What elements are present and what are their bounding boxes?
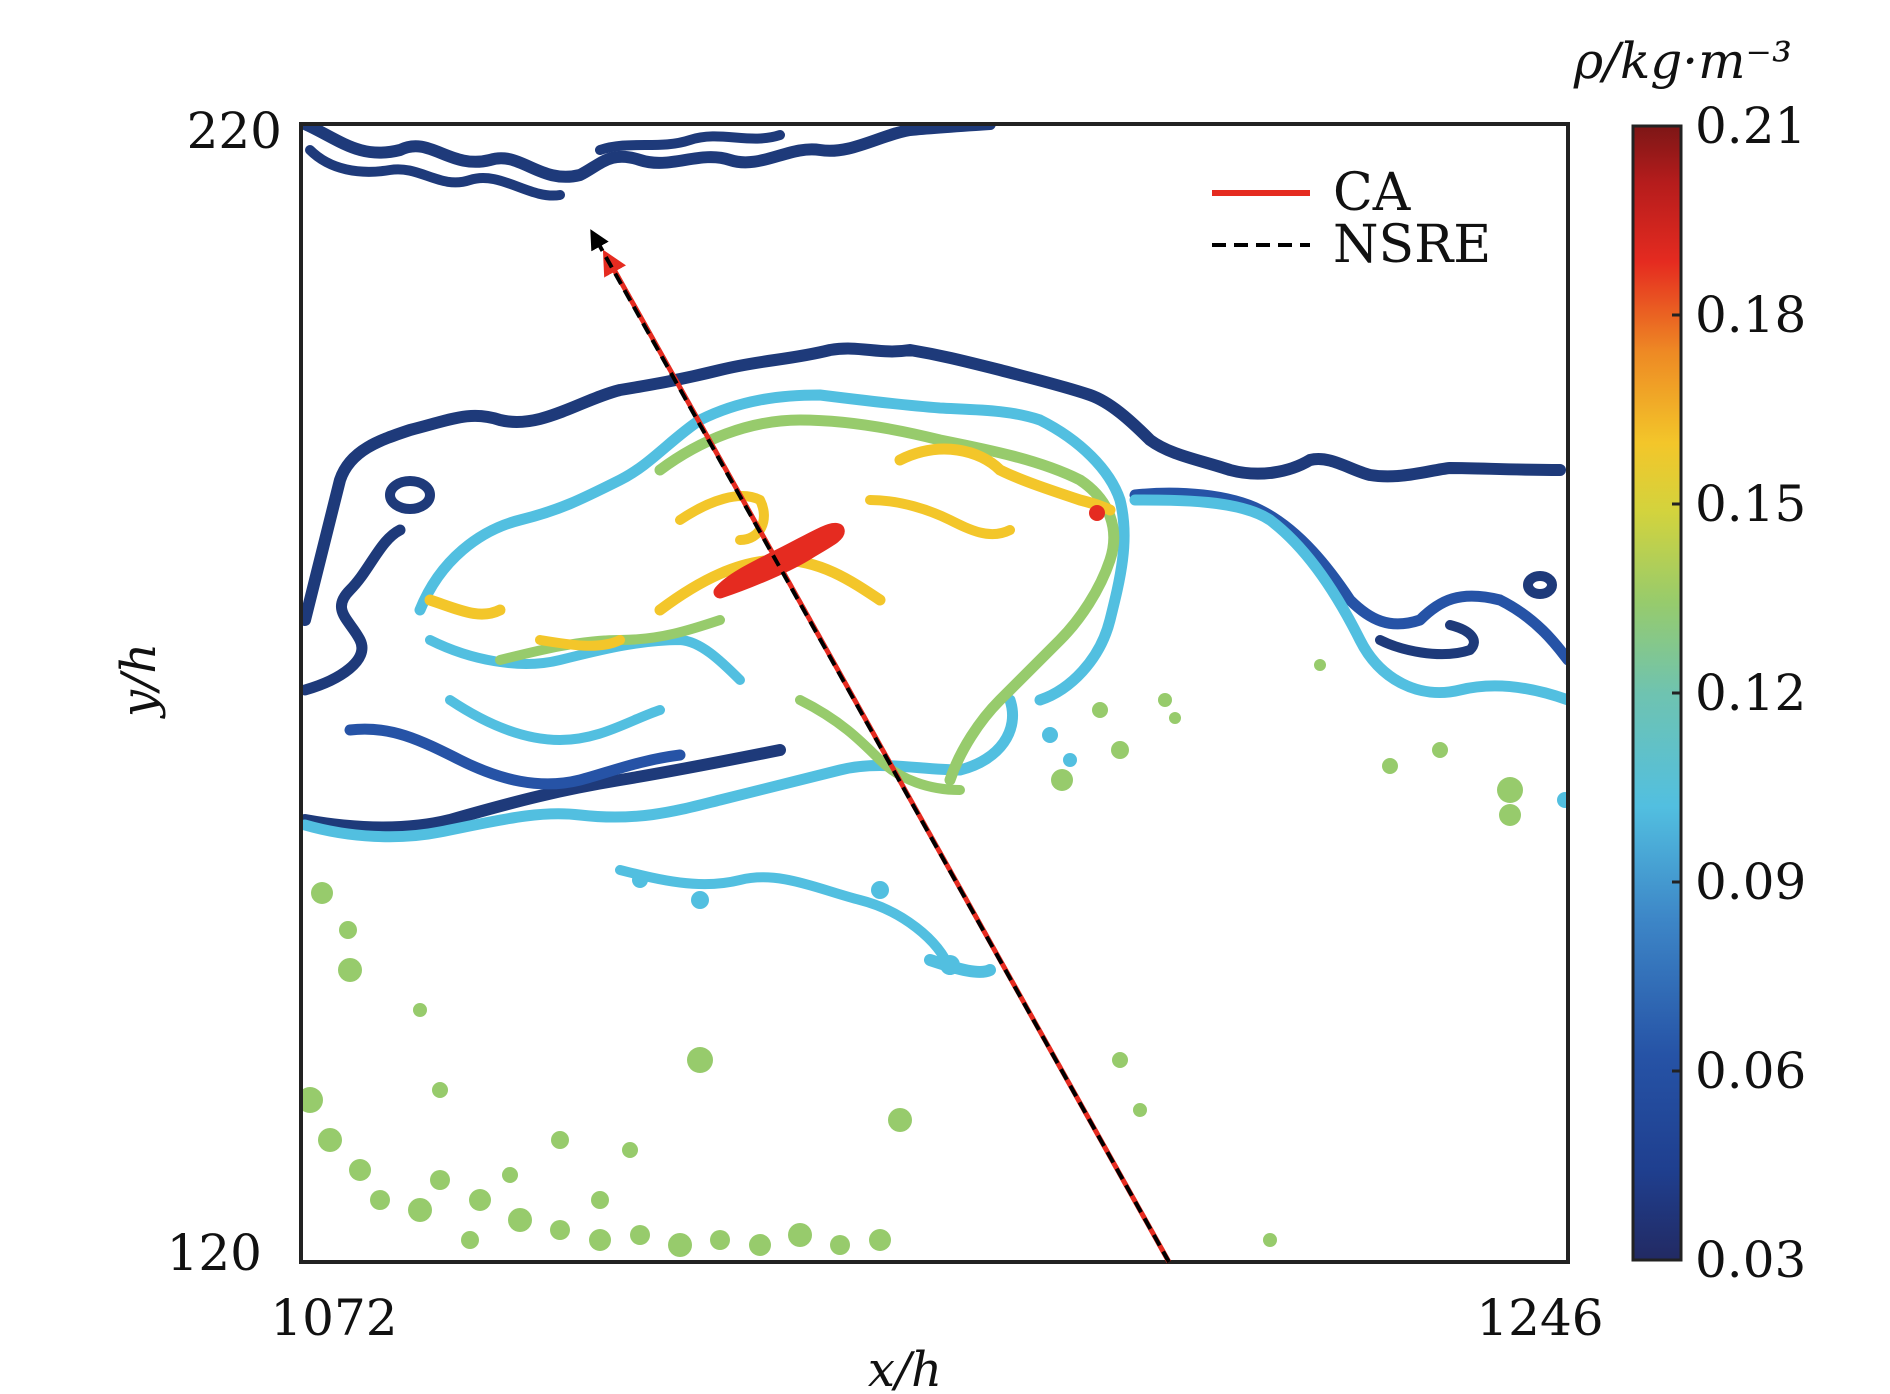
contour-line: [300, 524, 406, 696]
colorbar-tick-label: 0.18: [1695, 286, 1806, 344]
colorbar-tick-label: 0.03: [1695, 1231, 1806, 1289]
legend-label-nsre: NSRE: [1333, 215, 1491, 275]
contour-line: [615, 865, 955, 975]
x-axis-title: x/h: [868, 1342, 942, 1394]
colorbar-tick-label: 0.09: [1695, 853, 1806, 911]
contour-line: [305, 145, 565, 201]
colorbar-tick-label: 0.21: [1695, 97, 1806, 155]
series-line-nsre: [590, 229, 1171, 1263]
contour-line: [344, 723, 686, 790]
colorbar-tick-label: 0.15: [1695, 475, 1806, 533]
y-tick-label-min: 120: [167, 1224, 262, 1282]
colorbar-ticks: 0.03 0.06 0.09 0.12 0.15 0.18 0.21: [1672, 97, 1806, 1289]
contour-line: [300, 342, 1566, 626]
x-tick-label-min: 1072: [270, 1289, 397, 1347]
contour-line: [385, 476, 435, 514]
contour-line: [445, 695, 665, 745]
contour-line: [924, 954, 996, 978]
contour-line: [675, 491, 769, 545]
contour-line: [535, 635, 625, 651]
contour-line: [300, 744, 786, 834]
contour-line: [300, 124, 996, 183]
contour-blobs: [632, 727, 1568, 975]
contour-blobs: [300, 659, 1523, 1257]
contour-line: [1089, 505, 1105, 521]
legend-label-ca: CA: [1333, 163, 1412, 223]
contour-line: [1129, 494, 1568, 706]
colorbar-tick-label: 0.12: [1695, 664, 1806, 722]
contour-line: [300, 694, 1019, 843]
colorbar: 0.03 0.06 0.09 0.12 0.15 0.18 0.21 ρ/kg·m⁻³: [1573, 32, 1807, 1289]
contour-line: [424, 594, 506, 620]
contour-field: [300, 124, 1568, 1257]
contour-line: [1523, 571, 1557, 599]
contour-line: [865, 495, 1015, 540]
x-tick-label-max: 1246: [1476, 1289, 1603, 1347]
plot-frame: [299, 122, 1570, 1264]
colorbar-title: ρ/kg·m⁻³: [1573, 32, 1792, 90]
contour-line: [654, 414, 1120, 786]
legend: CA NSRE: [1212, 163, 1491, 275]
contour-line: [414, 389, 1130, 706]
series-layer: [590, 229, 1172, 1264]
colorbar-tick-label: 0.06: [1695, 1042, 1806, 1100]
contour-line: [795, 695, 965, 795]
y-axis-title: y/h: [111, 643, 167, 719]
y-tick-label-max: 220: [187, 102, 282, 160]
contour-line: [1375, 620, 1479, 660]
contour-line: [595, 130, 785, 155]
